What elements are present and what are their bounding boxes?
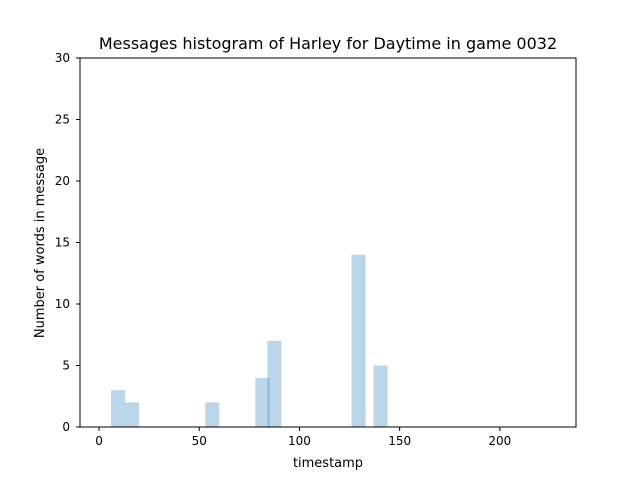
y-axis-ticks: 0 5 10 15 20 25 30 (55, 51, 80, 434)
y-tick-label: 30 (55, 51, 70, 65)
bar-2 (205, 402, 220, 427)
y-axis-label: Number of words in message (33, 148, 48, 338)
bar-1 (125, 402, 140, 427)
x-tick-label: 100 (288, 434, 311, 448)
x-axis-ticks: 0 50 100 150 200 (95, 427, 511, 448)
bar-4 (267, 340, 282, 427)
plot-frame (79, 57, 577, 428)
y-tick-label: 25 (55, 113, 70, 127)
bars-group (111, 254, 388, 427)
x-axis-label: timestamp (293, 456, 363, 471)
x-tick-label: 200 (488, 434, 511, 448)
y-tick-label: 5 (62, 359, 70, 373)
chart-title: Messages histogram of Harley for Daytime… (99, 34, 557, 53)
bar-0 (111, 390, 126, 427)
x-tick-label: 150 (388, 434, 411, 448)
x-tick-label: 0 (95, 434, 103, 448)
y-tick-label: 20 (55, 174, 70, 188)
y-tick-label: 0 (62, 420, 70, 434)
bar-3 (255, 377, 270, 427)
bar-6 (373, 365, 388, 427)
bar-5 (351, 254, 366, 427)
x-tick-label: 50 (192, 434, 207, 448)
y-tick-label: 10 (55, 297, 70, 311)
y-tick-label: 15 (55, 236, 70, 250)
